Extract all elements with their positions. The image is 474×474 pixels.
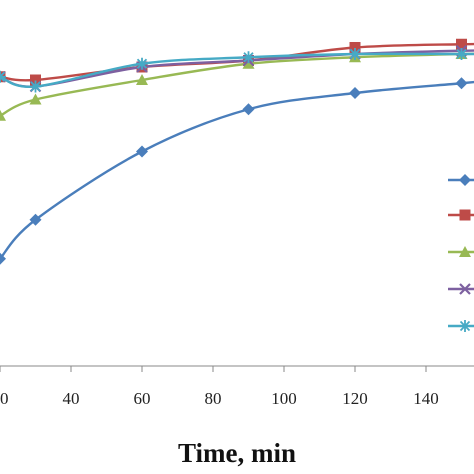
legend-entry: [448, 174, 474, 186]
data-point: [136, 74, 148, 85]
legend-entry: [448, 320, 474, 332]
data-point: [455, 48, 468, 60]
data-point: [242, 103, 255, 116]
x-axis-ticks: 20 40 60 80 100 120 140: [0, 366, 439, 408]
legend-entry: [448, 283, 474, 295]
legend-marker: [459, 209, 471, 221]
data-point: [349, 42, 361, 53]
data-point: [349, 48, 361, 60]
data-point: [455, 77, 468, 90]
data-point: [29, 93, 42, 105]
legend: [448, 174, 474, 332]
x-tick-label: 40: [63, 389, 80, 408]
data-point: [29, 80, 42, 93]
series-5: [0, 48, 474, 93]
data-point: [136, 57, 148, 70]
data-point: [349, 87, 361, 99]
series-line: [0, 80, 474, 260]
x-tick-label: 120: [342, 389, 368, 408]
legend-marker: [459, 174, 471, 186]
x-tick-label: 60: [134, 389, 151, 408]
data-point: [456, 38, 467, 50]
x-tick-label: 100: [271, 389, 297, 408]
series-line: [0, 52, 474, 88]
legend-entry: [448, 209, 474, 221]
legend-marker: [459, 283, 471, 295]
legend-entry: [448, 246, 474, 257]
data-point: [242, 51, 255, 64]
series-group: [0, 38, 474, 265]
legend-marker: [459, 246, 471, 257]
x-tick-label: 80: [205, 389, 222, 408]
x-tick-label: 140: [413, 389, 439, 408]
series-1: [0, 77, 474, 265]
data-point: [29, 213, 42, 226]
data-point: [30, 74, 41, 86]
legend-marker: [459, 320, 471, 332]
series-line: [0, 52, 474, 117]
x-axis-title: Time, min: [178, 438, 296, 468]
data-point: [136, 145, 148, 158]
x-tick-label: 20: [0, 389, 9, 408]
data-point: [0, 109, 6, 121]
data-point: [0, 252, 6, 265]
